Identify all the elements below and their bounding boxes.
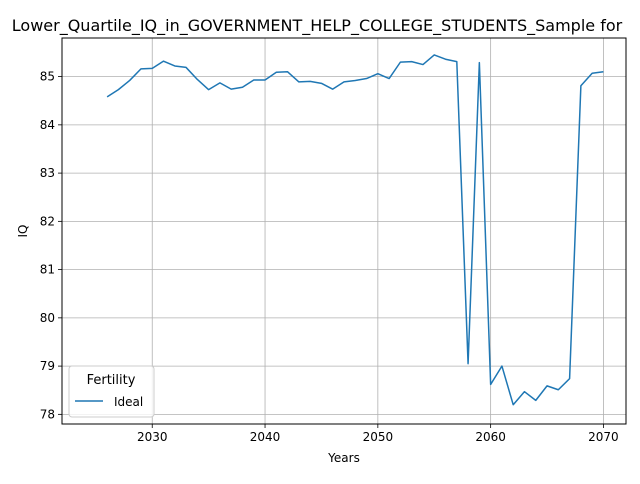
x-tick-label: 2040	[250, 430, 281, 444]
series-line-ideal	[106, 54, 604, 406]
y-tick-label: 84	[40, 118, 55, 132]
legend-label-ideal: Ideal	[114, 395, 143, 409]
y-axis-label: IQ	[16, 225, 30, 238]
legend-title: Fertility	[87, 373, 136, 388]
y-tick-label: 81	[40, 263, 55, 277]
legend-box	[68, 365, 155, 418]
y-tick-label: 79	[40, 359, 55, 373]
y-tick-label: 82	[40, 214, 55, 228]
x-axis-ticks: 2030 2040 2050 2060 2070	[137, 424, 619, 444]
y-axis-ticks: 78 79 80 81 82 83 84 85	[40, 70, 62, 421]
grid-lines	[62, 38, 626, 424]
x-tick-label: 2050	[363, 430, 394, 444]
y-tick-label: 85	[40, 70, 55, 84]
y-tick-label: 78	[40, 407, 55, 421]
x-axis-label: Years	[327, 451, 360, 465]
plot-frame	[61, 37, 627, 425]
x-tick-label: 2060	[475, 430, 506, 444]
x-tick-label: 2030	[137, 430, 168, 444]
y-tick-label: 83	[40, 166, 55, 180]
y-tick-label: 80	[40, 311, 55, 325]
series-group	[106, 54, 604, 406]
chart-title: Lower_Quartile_IQ_in_GOVERNMENT_HELP_COL…	[12, 16, 623, 36]
legend: Fertility Ideal	[68, 365, 155, 418]
x-tick-label: 2070	[588, 430, 619, 444]
